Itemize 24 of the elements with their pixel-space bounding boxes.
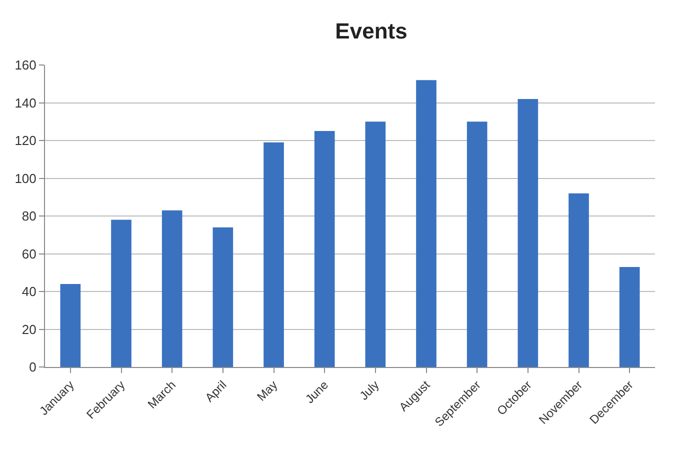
y-tick-label: 120 <box>14 133 36 148</box>
bar <box>264 142 284 367</box>
bar <box>619 266 640 367</box>
y-tick-label: 80 <box>22 208 36 224</box>
y-tick-label: 20 <box>22 322 36 337</box>
bar <box>365 122 386 367</box>
y-tick-label: 140 <box>14 95 36 110</box>
bar <box>416 80 436 367</box>
bar <box>466 122 488 367</box>
bar <box>111 220 132 367</box>
chart-title: Events <box>335 18 408 44</box>
bar <box>60 284 81 367</box>
bar <box>162 210 182 367</box>
x-tick-label: July <box>356 378 382 403</box>
x-tick-label: May <box>254 378 280 404</box>
y-tick-label: 40 <box>22 284 36 300</box>
y-tick-label: 160 <box>14 58 36 73</box>
y-tick-label: 60 <box>22 246 36 262</box>
bar <box>212 227 234 367</box>
bar <box>314 131 335 367</box>
y-tick-label: 0 <box>29 360 36 375</box>
bar <box>568 193 589 367</box>
y-tick-label: 100 <box>14 170 36 186</box>
bar <box>518 98 538 367</box>
